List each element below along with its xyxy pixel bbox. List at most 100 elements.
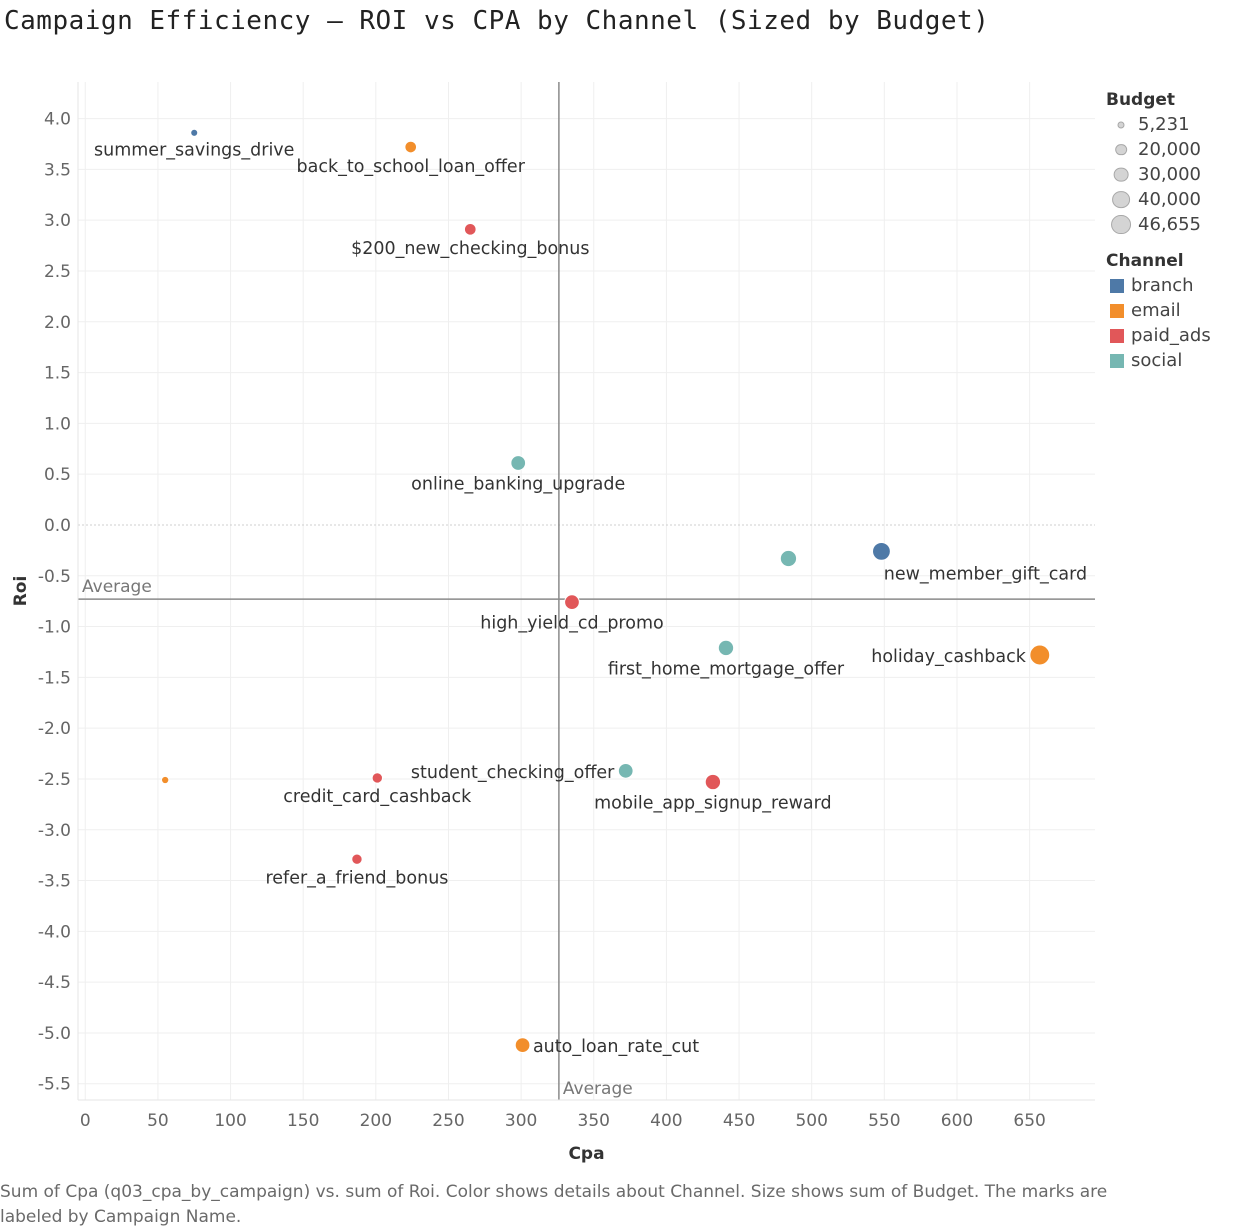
data-point[interactable] (1029, 644, 1051, 666)
size-legend-item: 5,231 (1106, 112, 1241, 137)
chart-caption: Sum of Cpa (q03_cpa_by_campaign) vs. sum… (0, 1182, 1108, 1227)
y-tick-label: -5.0 (38, 1024, 71, 1044)
y-tick-label: -3.5 (38, 872, 71, 892)
x-tick-label: 0 (80, 1111, 91, 1131)
scatter-plot: Average Average 0 50 100 150 200 250 300 350 400 4… (11, 82, 1095, 1164)
size-legend-item: 46,655 (1106, 212, 1241, 237)
y-tick-label: 0.5 (44, 465, 71, 485)
size-circle-icon (1115, 143, 1127, 156)
size-circle-icon (1113, 167, 1129, 182)
y-tick-label: -2.0 (38, 719, 71, 739)
point-label: student_checking_offer (411, 763, 615, 783)
size-legend-label: 5,231 (1138, 114, 1190, 135)
channel-legend-item[interactable]: paid_ads (1106, 323, 1241, 348)
color-legend-title: Channel (1106, 251, 1184, 271)
data-point[interactable] (351, 853, 363, 865)
size-legend-item: 20,000 (1106, 137, 1241, 162)
data-point[interactable] (564, 594, 580, 611)
y-tick-label: 3.0 (44, 211, 71, 231)
x-tick-label: 350 (578, 1111, 610, 1131)
size-legend-label: 46,655 (1138, 214, 1201, 235)
y-tick-label: 3.5 (44, 160, 71, 180)
data-point[interactable] (161, 775, 170, 785)
x-tick-label: 200 (360, 1111, 392, 1131)
x-tick-label: 250 (432, 1111, 464, 1131)
point-label: first_home_mortgage_offer (608, 660, 845, 680)
y-tick-label: -4.0 (38, 922, 71, 942)
data-point[interactable] (190, 128, 199, 137)
y-tick-label: -1.0 (38, 618, 71, 638)
channel-swatch-icon (1110, 279, 1124, 293)
point-label: mobile_app_signup_reward (594, 794, 832, 814)
x-tick-label: 500 (795, 1111, 827, 1131)
y-tick-label: 0.0 (44, 516, 71, 536)
size-legend-label: 20,000 (1138, 139, 1201, 160)
data-point[interactable] (514, 1037, 531, 1054)
point-label: online_banking_upgrade (411, 474, 625, 494)
average-roi-label: Average (82, 577, 152, 597)
point-label: holiday_cashback (871, 647, 1026, 667)
y-tick-label: 2.0 (44, 313, 71, 333)
x-tick-label: 450 (723, 1111, 755, 1131)
channel-legend-item[interactable]: email (1106, 298, 1241, 323)
y-tick-label: 4.0 (44, 110, 71, 130)
y-tick-label: -0.5 (38, 567, 71, 587)
point-labels: summer_savings_driveback_to_school_loan_… (94, 140, 1087, 1057)
data-point[interactable] (779, 549, 798, 568)
size-legend: 5,231 20,000 30,000 40,000 46,655 (1106, 112, 1241, 237)
y-tick-label: 1.0 (44, 414, 71, 434)
data-point[interactable] (717, 639, 735, 657)
reference-lines: Average Average (78, 82, 1095, 1100)
point-label: back_to_school_loan_offer (297, 157, 526, 177)
data-point[interactable] (872, 541, 891, 561)
data-points (161, 128, 1051, 1054)
point-label: summer_savings_drive (94, 140, 294, 160)
channel-swatch-icon (1110, 304, 1124, 318)
channel-legend-label: paid_ads (1131, 325, 1211, 346)
data-point[interactable] (510, 455, 527, 471)
channel-legend-item[interactable]: social (1106, 348, 1241, 373)
x-tick-label: 400 (650, 1111, 682, 1131)
size-legend-label: 40,000 (1138, 189, 1201, 210)
axes (77, 82, 1095, 1101)
channel-swatch-icon (1110, 354, 1124, 368)
x-tick-label: 600 (941, 1111, 973, 1131)
y-tick-label: -5.5 (38, 1075, 71, 1095)
point-label: high_yield_cd_promo (480, 614, 663, 634)
channel-legend-label: email (1131, 300, 1181, 321)
point-label: new_member_gift_card (884, 564, 1087, 584)
chart-title: Campaign Efficiency — ROI vs CPA by Chan… (4, 6, 990, 36)
x-tick-label: 300 (505, 1111, 537, 1131)
data-point[interactable] (371, 772, 383, 784)
x-tick-label: 100 (214, 1111, 246, 1131)
point-label: auto_loan_rate_cut (533, 1037, 699, 1057)
x-tick-label: 550 (868, 1111, 900, 1131)
size-legend-label: 30,000 (1138, 164, 1201, 185)
y-tick-label: 2.5 (44, 262, 71, 282)
average-cpa-label: Average (563, 1079, 633, 1099)
x-tick-label: 650 (1013, 1111, 1045, 1131)
y-axis-label: Roi (11, 576, 31, 607)
gridlines (78, 82, 1095, 1100)
x-tick-label: 150 (287, 1111, 319, 1131)
size-circle-icon (1112, 190, 1130, 209)
tick-labels: 0 50 100 150 200 250 300 350 400 450 500 550 600 650 4… (38, 110, 1046, 1131)
data-point[interactable] (463, 222, 477, 236)
data-point[interactable] (404, 140, 418, 154)
legend: Budget 5,231 20,000 30,000 40,000 46,655 Cha… (1106, 86, 1241, 373)
x-tick-label: 50 (147, 1111, 169, 1131)
size-circle-icon (1111, 214, 1131, 235)
data-point[interactable] (617, 762, 634, 779)
y-tick-label: -3.0 (38, 821, 71, 841)
data-point[interactable] (704, 773, 722, 791)
size-legend-item: 30,000 (1106, 162, 1241, 187)
x-axis-label: Cpa (568, 1144, 604, 1164)
size-circle-icon (1117, 121, 1125, 128)
y-tick-label: 1.5 (44, 364, 71, 384)
channel-legend-label: social (1131, 350, 1183, 371)
size-legend-title: Budget (1106, 90, 1176, 110)
channel-swatch-icon (1110, 329, 1124, 343)
point-label: credit_card_cashback (283, 787, 472, 807)
channel-legend-item[interactable]: branch (1106, 273, 1241, 298)
